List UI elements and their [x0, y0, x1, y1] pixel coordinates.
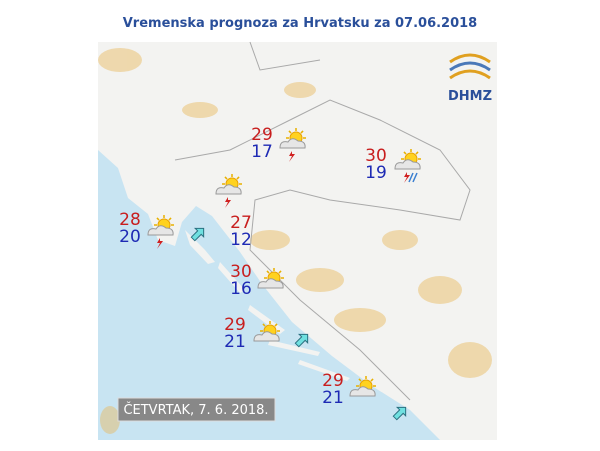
sun-ray — [156, 217, 160, 221]
lightning — [157, 238, 163, 249]
max-temp: 28 — [119, 210, 141, 230]
sun-ray — [288, 130, 292, 134]
cloud — [215, 184, 242, 195]
min-temp: 16 — [230, 279, 252, 299]
min-temp: 12 — [230, 230, 252, 250]
weather-icon — [394, 149, 421, 183]
cloud — [349, 386, 376, 397]
weather-icon — [147, 215, 174, 249]
title: Vremenska prognoza za Hrvatsku za 07.06.… — [123, 16, 477, 31]
max-temp: 30 — [365, 146, 387, 166]
max-temp: 29 — [251, 125, 273, 145]
max-temp: 30 — [230, 262, 252, 282]
sun-ray — [370, 378, 374, 382]
min-temp: 21 — [224, 332, 246, 352]
min-temp: 17 — [251, 142, 273, 162]
wind-arrow — [392, 406, 407, 421]
min-temp: 19 — [365, 163, 387, 183]
sun-ray — [168, 217, 172, 221]
arrow — [294, 333, 309, 348]
cloud — [279, 138, 306, 149]
sun-ray — [224, 176, 228, 180]
sun-ray — [274, 323, 278, 327]
sun-ray — [266, 270, 270, 274]
max-temp: 29 — [322, 371, 344, 391]
cloud — [253, 331, 280, 342]
sun-ray — [236, 176, 240, 180]
max-temp: 29 — [224, 315, 246, 335]
lightning — [289, 151, 295, 162]
lightning — [225, 197, 231, 208]
min-temp: 20 — [119, 227, 141, 247]
cloud — [394, 159, 421, 170]
wind-arrow — [294, 333, 309, 348]
sun-ray — [415, 151, 419, 155]
weather-icon — [257, 268, 284, 289]
sun-ray — [358, 378, 362, 382]
sun-ray — [278, 270, 282, 274]
rain — [408, 172, 414, 183]
date-label: ČETVRTAK, 7. 6. 2018. — [123, 402, 268, 418]
cloud — [257, 278, 284, 289]
sun-ray — [262, 323, 266, 327]
date-box — [117, 397, 276, 422]
arrow — [392, 406, 407, 421]
weather-icon — [279, 128, 306, 162]
map — [98, 41, 497, 440]
weather-icon — [349, 376, 376, 397]
sun-ray — [300, 130, 304, 134]
min-temp: 21 — [322, 388, 344, 408]
cloud — [147, 225, 174, 236]
rain — [412, 172, 418, 183]
sun-ray — [403, 151, 407, 155]
max-temp: 27 — [230, 213, 252, 233]
weather-icon — [253, 321, 280, 342]
logo-text: DHMZ — [448, 89, 492, 104]
weather-icon — [215, 174, 242, 208]
arrow — [190, 227, 205, 242]
lightning — [404, 172, 410, 183]
logo: DHMZ — [448, 53, 492, 104]
wind-arrow — [190, 227, 205, 242]
